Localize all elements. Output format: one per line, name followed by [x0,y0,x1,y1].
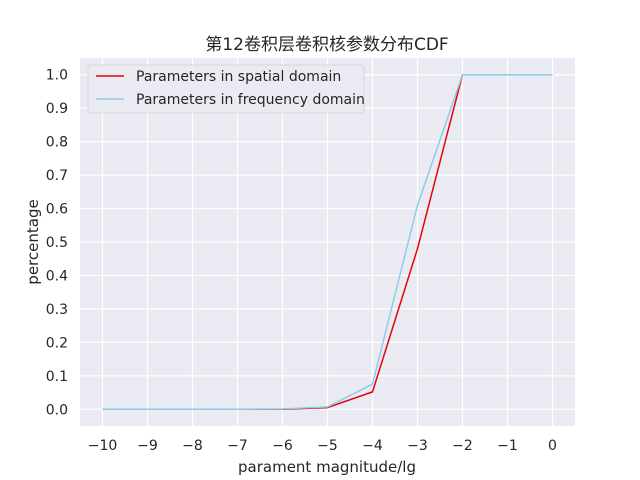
x-tick-label: −6 [272,438,293,454]
x-tick-label: −3 [407,438,428,454]
x-tick-label: −2 [452,438,473,454]
y-tick-label: 0.5 [46,235,68,251]
legend-label-frequency: Parameters in frequency domain [136,92,365,108]
x-tick-label: −5 [317,438,338,454]
legend-label-spatial: Parameters in spatial domain [136,69,341,85]
x-tick-label: −4 [362,438,383,454]
x-axis-title: parament magnitude/lg [238,458,416,476]
legend: Parameters in spatial domain Parameters … [87,64,365,114]
legend-box [87,64,365,114]
series-layer [102,73,553,411]
y-tick-label: 0.8 [46,135,68,151]
tick-labels: −10 −9 −8 −7 −6 −5 −4 −3 −2 −1 00.00.10.20.30.40.5… [46,68,557,454]
y-tick-label: 1.0 [46,68,68,84]
y-tick-label: 0.3 [46,302,68,318]
y-tick-label: 0.4 [46,268,68,284]
y-tick-label: 0.1 [46,369,68,385]
y-tick-label: 0.2 [46,335,68,351]
x-tick-label: −10 [88,438,118,454]
y-tick-label: 0.0 [46,402,68,418]
y-tick-label: 0.7 [46,168,68,184]
x-tick-label: −9 [137,438,158,454]
x-tick-label: −7 [227,438,248,454]
x-tick-label: −8 [182,438,203,454]
x-tick-label: 0 [548,438,557,454]
chart-title: 第12卷积层卷积核参数分布CDF [205,35,448,55]
y-tick-label: 0.9 [46,101,68,117]
y-tick-label: 0.6 [46,202,68,218]
series-line-frequency [102,73,553,411]
y-axis-title: percentage [24,199,42,284]
x-tick-label: −1 [497,438,518,454]
